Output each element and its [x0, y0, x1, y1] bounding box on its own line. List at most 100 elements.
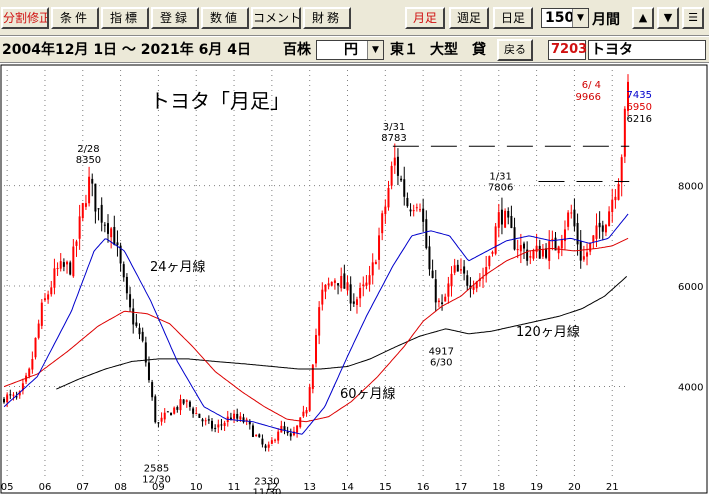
candle-body [47, 294, 50, 300]
market-label: 東１ [390, 42, 418, 58]
candle-body [419, 209, 421, 211]
candle-body [459, 269, 462, 271]
candle-body [103, 224, 106, 226]
candle-body [129, 294, 132, 308]
candle-body [346, 282, 349, 291]
candle-body [299, 417, 302, 428]
candle-body [289, 433, 292, 437]
candle-body [217, 424, 220, 428]
back-button[interactable]: 戻る [497, 39, 533, 61]
y-tick-label: 4000 [678, 383, 703, 394]
candle-body [135, 322, 138, 326]
candle-body [343, 273, 346, 289]
candle-body [173, 407, 176, 414]
candle-body [500, 209, 503, 225]
candle-body [59, 261, 62, 269]
comment-button[interactable]: コメント [251, 7, 301, 29]
annotation-price: 8350 [76, 155, 101, 166]
candle-body [40, 302, 43, 326]
ma-value: 6950 [627, 102, 652, 113]
stock-name: トヨタ [591, 42, 633, 58]
candle-body [340, 275, 343, 289]
register-button[interactable]: 登録 [151, 7, 199, 29]
financial-button[interactable]: 財務 [303, 7, 351, 29]
candle-body [330, 281, 333, 286]
split-adjust-button[interactable]: 分割修正 [1, 7, 49, 29]
condition-button[interactable]: 条件 [51, 7, 99, 29]
candle-body [337, 283, 340, 286]
candle-body [586, 252, 589, 257]
candle-body [28, 368, 31, 377]
candle-body [570, 212, 573, 214]
candle-body [280, 425, 283, 433]
candle-body [84, 203, 87, 207]
candle-body [396, 156, 399, 176]
candle-body [292, 431, 295, 436]
candle-body [604, 224, 607, 233]
stock-code-field[interactable]: 7203 [548, 40, 587, 60]
candle-body [592, 235, 595, 243]
candle-body [428, 246, 431, 270]
period-count-select[interactable]: 150 ▼ [541, 8, 589, 28]
candle-body [393, 157, 396, 166]
ma120-label: 120ヶ月線 [516, 324, 580, 340]
x-tick-label: 09 [152, 482, 165, 493]
candle-body [21, 383, 24, 391]
x-tick-label: 11 [228, 482, 241, 493]
last-date: 6/ 4 [582, 80, 601, 91]
candle-body [270, 440, 273, 444]
candle-body [504, 210, 507, 228]
x-tick-label: 17 [455, 482, 468, 493]
candle-body [529, 256, 532, 258]
candle-body [516, 248, 519, 251]
candle-body [56, 268, 59, 270]
candle-body [255, 434, 258, 436]
candle-body [15, 396, 18, 398]
candle-body [321, 289, 324, 305]
chevron-down-icon: ▼ [572, 9, 588, 27]
annotation-date: 6/30 [430, 357, 452, 368]
candle-body [627, 81, 629, 111]
menu-button[interactable]: ☰ [682, 7, 704, 29]
candle-body [66, 261, 69, 265]
candle-body [214, 427, 217, 429]
candle-body [444, 296, 447, 302]
candle-body [415, 207, 418, 209]
candle-body [198, 413, 201, 418]
candle-body [510, 215, 513, 229]
stock-name-field[interactable]: トヨタ [588, 40, 706, 60]
nav-up-button[interactable]: ▲ [632, 7, 654, 29]
candle-body [277, 431, 280, 441]
indicator-button[interactable]: 指標 [101, 7, 149, 29]
candle-body [614, 196, 617, 201]
values-button[interactable]: 数値 [201, 7, 249, 29]
candle-body [535, 245, 538, 252]
currency-select[interactable]: 円 ▼ [316, 40, 384, 60]
annotation-date: 3/31 [383, 122, 405, 133]
nav-down-button[interactable]: ▼ [657, 7, 679, 29]
daily-button[interactable]: 日足 [493, 7, 533, 29]
candle-body [589, 242, 592, 252]
candle-body [437, 300, 440, 303]
candle-body [182, 399, 185, 404]
candle-body [34, 337, 37, 358]
candle-body [147, 362, 150, 381]
candle-body [91, 178, 94, 184]
candle-body [258, 434, 261, 438]
weekly-button[interactable]: 週足 [449, 7, 489, 29]
candle-body [53, 268, 56, 288]
x-tick-label: 05 [1, 482, 14, 493]
candle-body [324, 284, 327, 292]
candle-body [264, 445, 267, 448]
candle-body [422, 208, 425, 222]
candle-body [233, 413, 236, 419]
monthly-button[interactable]: 月足 [405, 7, 445, 29]
candle-body [283, 426, 286, 431]
candle-body [513, 227, 516, 250]
y-tick-label: 8000 [678, 182, 703, 193]
toolbar: 分割修正 条件 指標 登録 数値 コメント 財務 月足 週足 日足 150 ▼ … [0, 0, 709, 36]
x-tick-label: 08 [114, 482, 127, 493]
candle-body [557, 246, 560, 254]
candle-body [12, 394, 15, 396]
candle-body [608, 211, 611, 227]
